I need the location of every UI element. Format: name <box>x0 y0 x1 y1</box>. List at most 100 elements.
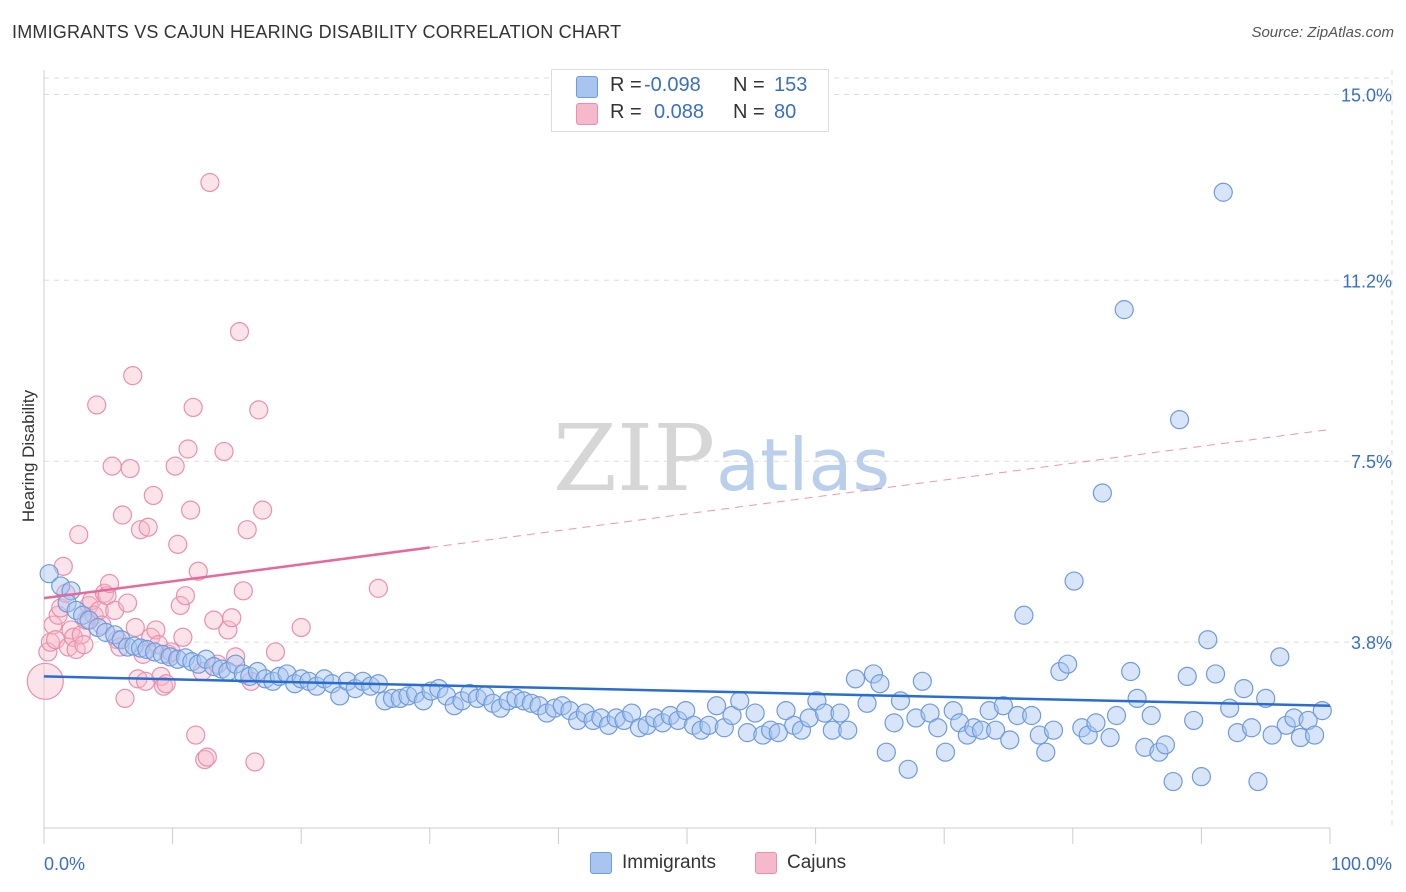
legend-swatch-immigrants <box>590 852 612 874</box>
data-point-cajuns <box>291 617 311 638</box>
data-point-immigrants <box>1262 725 1282 745</box>
legend-swatch-cajuns <box>576 103 598 125</box>
data-point-cajuns <box>138 517 158 537</box>
data-point-immigrants <box>1304 725 1325 745</box>
data-point-immigrants <box>935 742 956 762</box>
data-point-cajuns <box>110 637 130 657</box>
data-point-immigrants <box>979 701 999 721</box>
legend-r-value: 0.088 <box>654 101 705 123</box>
y-axis-title: Hearing Disability <box>19 389 38 522</box>
legend-row-immigrants: R = -0.098 N = 153 <box>552 74 828 100</box>
data-point-cajuns <box>229 322 250 342</box>
data-point-cajuns <box>265 642 286 662</box>
data-point-immigrants <box>745 703 765 723</box>
data-point-immigrants <box>544 698 565 718</box>
legend-label-cajuns: Cajuns <box>787 852 847 873</box>
correlation-legend: R = -0.098 N = 153 R = 0.088 N = 80 <box>551 69 829 132</box>
data-point-immigrants <box>993 696 1013 716</box>
data-point-cajuns <box>43 615 63 635</box>
data-point-immigrants <box>152 644 172 664</box>
data-point-immigrants <box>606 708 626 728</box>
grid-layer <box>44 70 1393 828</box>
data-point-immigrants <box>521 693 541 713</box>
data-point-immigrants <box>1213 182 1233 202</box>
data-point-immigrants <box>130 638 151 658</box>
legend-label-immigrants: Immigrants <box>622 852 716 873</box>
data-point-immigrants <box>1022 705 1042 726</box>
data-point-cajuns <box>233 581 253 601</box>
data-point-immigrants <box>1058 654 1078 674</box>
data-point-immigrants <box>575 703 596 723</box>
data-point-cajuns <box>249 400 269 420</box>
data-point-immigrants <box>1227 723 1248 743</box>
data-point-immigrants <box>1284 708 1304 728</box>
data-point-cajuns <box>153 676 174 696</box>
data-point-cajuns <box>123 366 143 386</box>
axis-layer <box>43 70 1331 844</box>
data-point-cajuns <box>178 439 198 459</box>
data-point-immigrants <box>436 686 457 706</box>
legend-n-value: 80 <box>774 101 797 123</box>
legend-row-cajuns: R = 0.088 N = 80 <box>552 101 828 127</box>
data-point-cajuns <box>214 441 234 462</box>
data-point-immigrants <box>884 713 904 733</box>
data-point-cajuns <box>165 456 185 476</box>
data-point-immigrants <box>375 691 395 711</box>
data-point-cajuns <box>168 534 188 554</box>
data-point-immigrants <box>560 701 580 721</box>
data-point-immigrants <box>226 654 246 674</box>
data-point-immigrants <box>144 642 165 662</box>
data-point-immigrants <box>1127 688 1147 709</box>
data-point-immigrants <box>1050 661 1070 682</box>
legend-swatch-immigrants <box>576 76 598 98</box>
data-point-immigrants <box>838 720 858 740</box>
data-point-immigrants <box>668 710 688 731</box>
data-point-immigrants <box>39 564 59 584</box>
data-point-immigrants <box>957 725 977 745</box>
data-point-immigrants <box>986 720 1006 740</box>
data-point-cajuns <box>120 458 140 479</box>
data-point-immigrants <box>964 718 984 738</box>
data-point-immigrants <box>1106 705 1127 726</box>
data-point-cajuns <box>188 561 208 581</box>
data-point-immigrants <box>1141 705 1161 726</box>
data-point-immigrants <box>863 664 884 684</box>
data-point-immigrants <box>830 703 850 723</box>
data-point-immigrants <box>768 723 788 743</box>
data-point-immigrants <box>337 671 358 691</box>
data-point-immigrants <box>490 698 511 718</box>
data-point-immigrants <box>876 742 896 762</box>
data-point-immigrants <box>1043 720 1064 740</box>
data-point-immigrants <box>1072 718 1092 738</box>
legend-n-label: N = <box>733 74 765 96</box>
data-point-immigrants <box>204 657 224 677</box>
legend-r-value: -0.098 <box>644 74 701 96</box>
data-point-immigrants <box>591 708 611 728</box>
data-point-immigrants <box>760 720 781 740</box>
data-point-immigrants <box>598 715 619 735</box>
data-point-immigrants <box>390 688 410 709</box>
data-point-immigrants <box>1276 715 1296 735</box>
data-point-immigrants <box>1205 664 1226 684</box>
data-point-immigrants <box>196 649 216 669</box>
y-tick-label: 15.0% <box>1341 85 1392 105</box>
data-point-immigrants <box>807 691 827 711</box>
data-point-immigrants <box>815 703 835 723</box>
data-point-immigrants <box>1177 666 1197 687</box>
data-point-immigrants <box>614 710 634 731</box>
data-point-cajuns <box>253 500 273 520</box>
data-point-cajuns <box>197 747 217 767</box>
data-point-immigrants <box>1078 725 1098 745</box>
data-point-immigrants <box>870 674 890 694</box>
data-point-immigrants <box>906 708 926 728</box>
data-point-immigrants <box>361 676 381 696</box>
data-point-immigrants <box>730 691 750 711</box>
data-point-cajuns <box>117 593 138 613</box>
data-point-cajuns <box>26 662 64 700</box>
data-point-immigrants <box>971 720 992 740</box>
data-point-immigrants <box>467 688 487 709</box>
data-point-cajuns <box>170 595 190 616</box>
data-point-cajuns <box>175 586 196 606</box>
points-layer <box>26 172 1332 792</box>
data-point-immigrants <box>1198 630 1218 650</box>
